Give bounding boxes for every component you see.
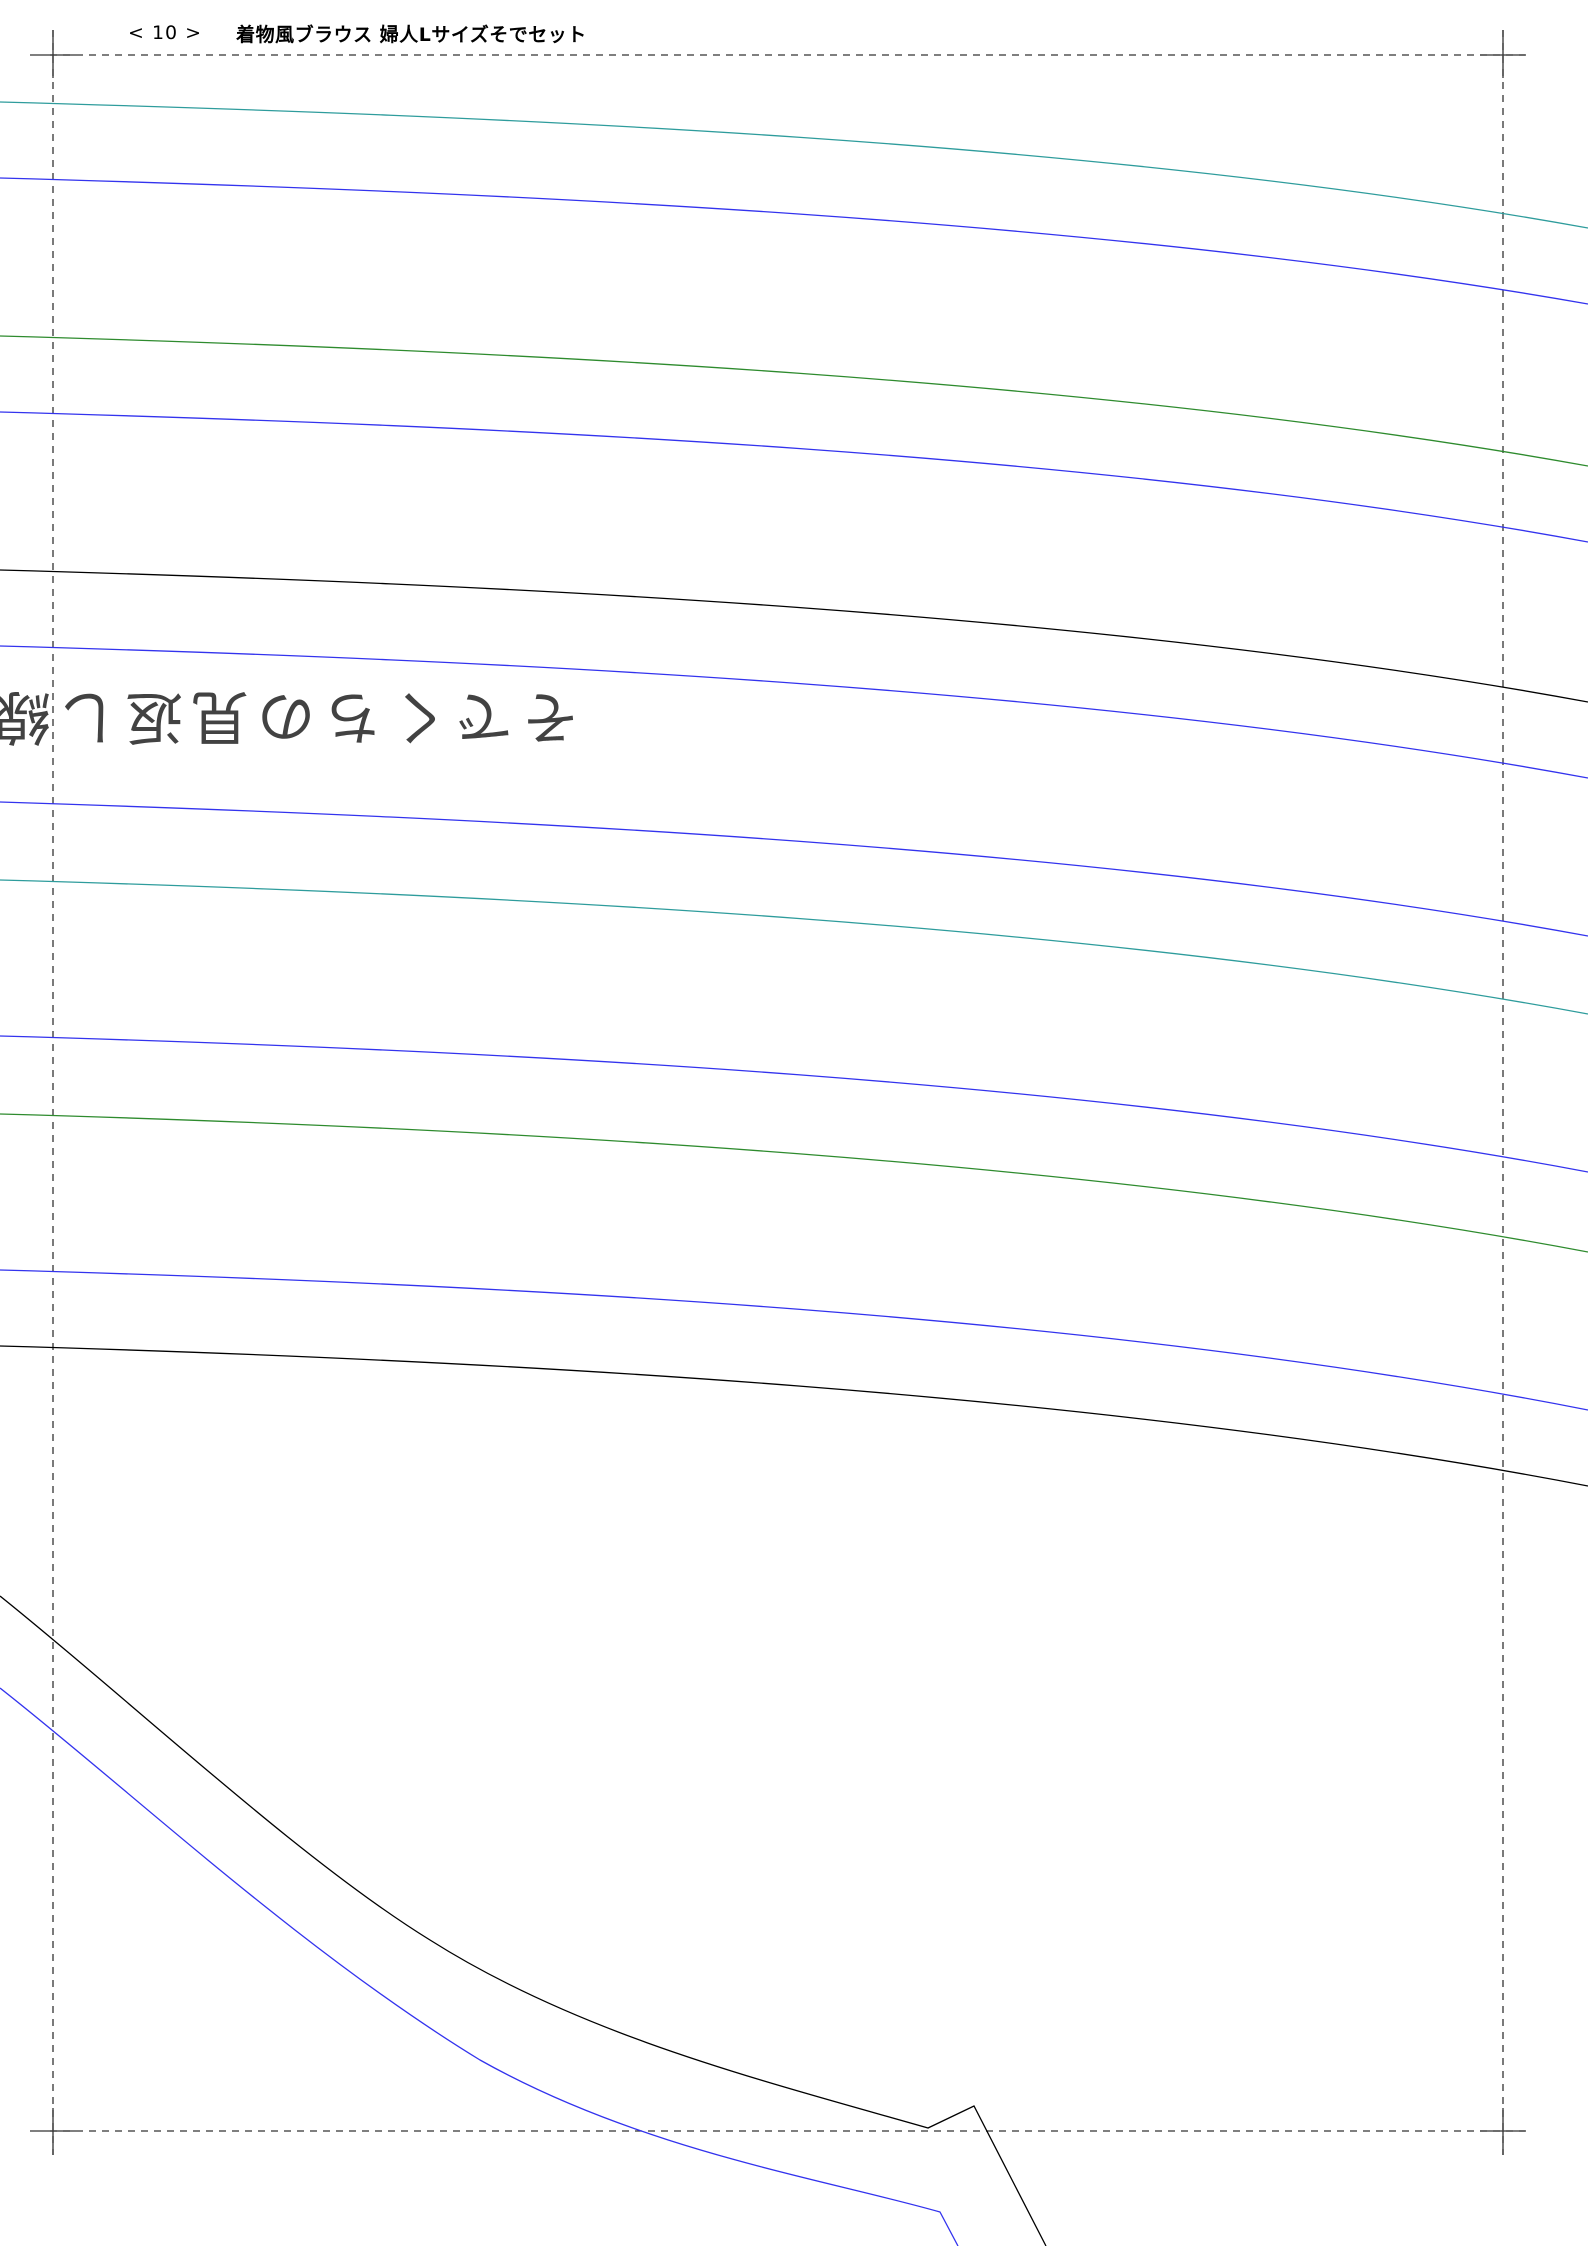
- pattern-label-sleeve-facing-line: そでくちの見返し線: [0, 683, 579, 751]
- print-boundary-guides: [50, 30, 1525, 2155]
- registration-mark-bottom-right: [1480, 2108, 1526, 2155]
- green-line-1: [0, 335, 1588, 467]
- sewing-line-5: [0, 1035, 1588, 1173]
- sewing-line-2: [0, 411, 1588, 543]
- registration-marks: [30, 30, 1526, 2155]
- sewing-line-3: [0, 645, 1588, 779]
- sewing-line-diagonal: [0, 1687, 959, 2246]
- registration-mark-bottom-left: [30, 2108, 76, 2155]
- sewing-line-1: [0, 177, 1588, 305]
- cutting-line-1: [0, 569, 1588, 703]
- teal-line-2: [0, 879, 1588, 1015]
- registration-mark-top-left: [30, 30, 76, 78]
- cutting-line-diagonal: [0, 1595, 1047, 2246]
- sewing-line-6: [0, 1269, 1588, 1411]
- sewing-line-4: [0, 801, 1588, 937]
- page-number: < 10 >: [128, 22, 203, 44]
- green-line-2: [0, 1113, 1588, 1253]
- teal-line-1: [0, 101, 1588, 229]
- registration-mark-top-right: [1480, 30, 1526, 78]
- page-header: < 10 > 着物風ブラウス 婦人Lサイズそでセット: [128, 18, 587, 48]
- cutting-line-2: [0, 1345, 1588, 1487]
- page-title: 着物風ブラウス 婦人Lサイズそでセット: [236, 23, 587, 46]
